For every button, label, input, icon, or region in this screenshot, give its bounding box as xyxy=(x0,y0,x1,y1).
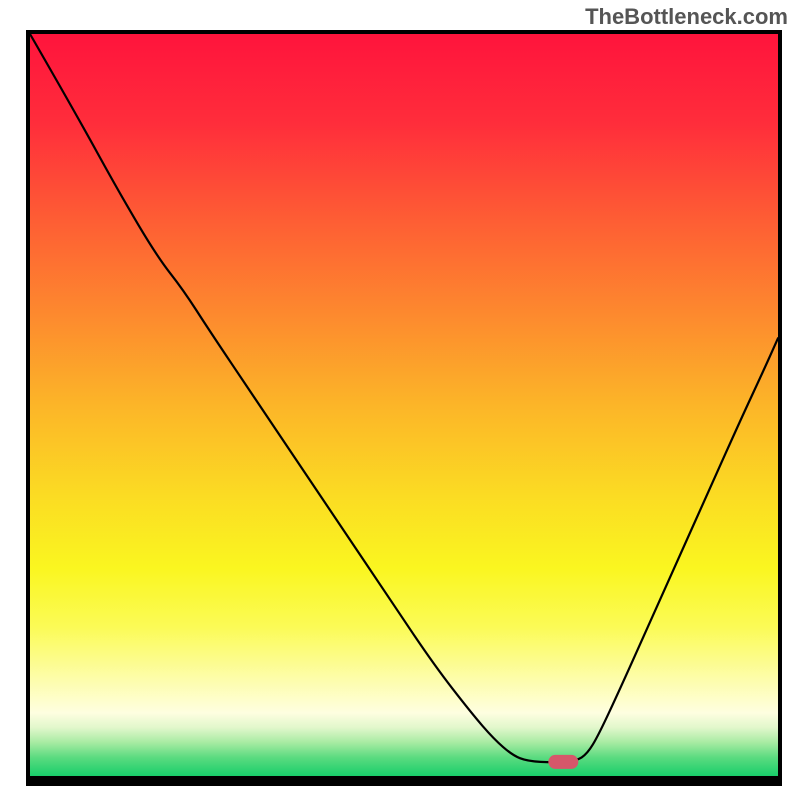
watermark-text: TheBottleneck.com xyxy=(585,4,788,30)
bottleneck-chart xyxy=(26,30,782,786)
chart-frame xyxy=(26,30,782,786)
